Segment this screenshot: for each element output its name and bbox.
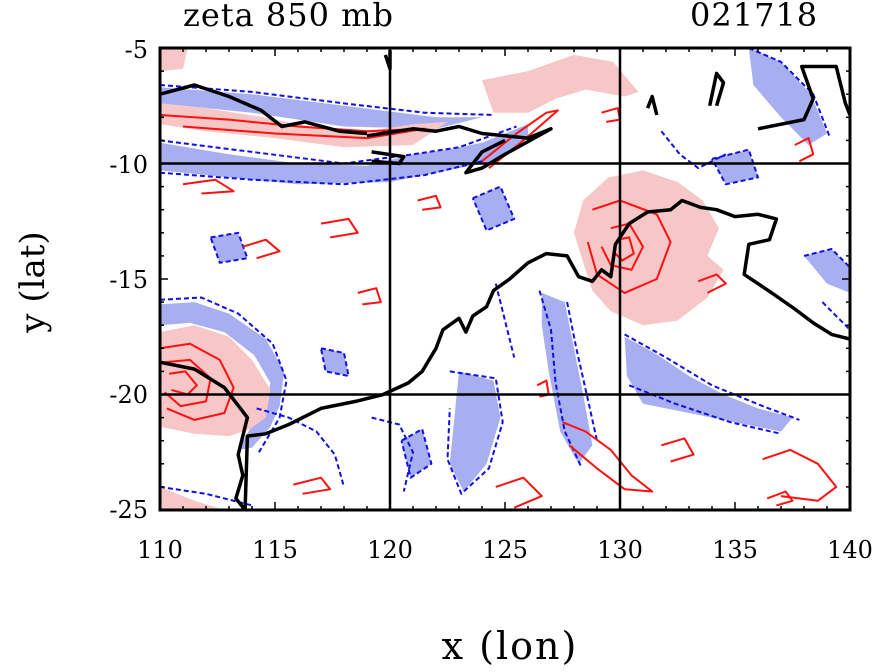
x-tick-label: 135	[712, 536, 758, 564]
negative-contour	[160, 125, 517, 165]
negative-contour	[748, 48, 831, 137]
positive-region	[160, 48, 188, 72]
positive-region	[160, 486, 225, 510]
negative-region	[624, 336, 793, 432]
negative-region	[210, 232, 248, 263]
positive-contour	[357, 287, 382, 306]
positive-contour	[697, 273, 727, 294]
positive-vorticity-contours	[160, 107, 838, 509]
negative-vorticity-shading	[160, 48, 850, 492]
negative-contour	[660, 130, 727, 170]
positive-contour	[163, 358, 212, 408]
y-tick-label: -20	[109, 381, 148, 409]
negative-region	[321, 348, 349, 376]
negative-contour	[371, 416, 414, 492]
negative-region	[160, 302, 285, 450]
positive-contour	[320, 217, 359, 239]
negative-region	[712, 149, 758, 185]
positive-contour	[182, 178, 235, 195]
negative-contour	[256, 407, 345, 488]
negative-region	[160, 87, 482, 129]
positive-contour	[661, 437, 695, 463]
positive-region	[574, 170, 724, 326]
island-coastline	[371, 150, 406, 166]
x-tick-label: 130	[597, 536, 643, 564]
x-tick-label: 120	[367, 536, 413, 564]
mainland-coastline	[160, 198, 850, 510]
island-coastline	[645, 94, 659, 116]
x-axis-label: x (lon)	[441, 624, 579, 668]
x-tick-label: 125	[482, 536, 528, 564]
negative-contour	[711, 148, 759, 186]
positive-contour	[600, 222, 644, 271]
island-coastline	[383, 50, 392, 71]
negative-contour	[446, 370, 504, 495]
y-tick-label: -10	[109, 151, 148, 179]
x-tick-label: 140	[827, 536, 873, 564]
positive-contour	[586, 199, 672, 294]
x-tick-label: 110	[137, 536, 183, 564]
timestamp-label: 021718	[690, 0, 819, 34]
positive-region	[482, 54, 639, 113]
negative-region	[160, 124, 528, 185]
negative-region	[748, 48, 827, 145]
negative-contour	[538, 290, 582, 467]
negative-contour	[803, 248, 850, 269]
negative-contour	[566, 301, 598, 441]
positive-contour	[562, 421, 654, 493]
lat-lon-grid	[160, 48, 850, 510]
y-tick-label: -25	[109, 496, 148, 524]
negative-region	[804, 249, 850, 293]
negative-vorticity-contours	[160, 48, 850, 507]
island-coastline	[160, 83, 368, 136]
plot-title: zeta 850 mb	[183, 0, 394, 34]
negative-contour	[209, 231, 249, 264]
negative-contour	[160, 84, 494, 116]
positive-contour	[766, 490, 794, 507]
negative-region	[541, 292, 593, 464]
positive-contour	[495, 476, 543, 509]
negative-contour	[160, 296, 288, 453]
island-coastline	[757, 64, 850, 131]
positive-contour	[293, 476, 332, 495]
island-coastline	[366, 124, 553, 175]
negative-contour	[624, 333, 800, 421]
positive-contour	[417, 194, 442, 211]
positive-contour	[762, 448, 838, 502]
negative-contour	[400, 428, 433, 479]
positive-contour	[242, 238, 281, 260]
positive-contour	[160, 342, 235, 421]
y-tick-label: -15	[109, 266, 148, 294]
negative-region	[472, 186, 515, 231]
negative-region	[449, 371, 501, 492]
negative-contour	[821, 301, 850, 331]
island-coastline	[707, 71, 726, 107]
axis-ticks	[160, 48, 850, 510]
y-tick-label: -5	[124, 36, 148, 64]
positive-vorticity-shading	[160, 48, 724, 510]
positive-contour	[169, 370, 198, 396]
coastline	[160, 50, 850, 510]
x-tick-label: 115	[252, 536, 298, 564]
negative-contour	[494, 283, 516, 358]
negative-contour	[160, 160, 483, 186]
positive-contour	[794, 137, 815, 163]
negative-contour	[471, 185, 516, 232]
